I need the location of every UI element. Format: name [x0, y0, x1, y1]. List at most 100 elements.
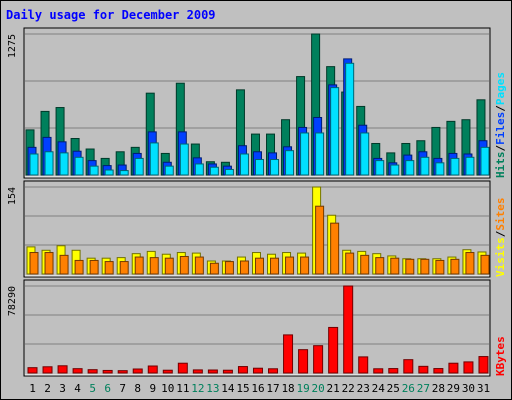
bar-kbytes-day-24 — [373, 368, 384, 374]
bar-kbytes-day-2 — [42, 366, 53, 374]
bar-sites-day-29 — [450, 258, 460, 275]
legend-slash: / — [494, 105, 507, 112]
x-label-day-7: 7 — [119, 382, 126, 395]
bar-pages-day-4 — [74, 156, 84, 176]
x-label-day-20: 20 — [312, 382, 325, 395]
bar-sites-day-24 — [375, 257, 385, 275]
bar-pages-day-30 — [465, 156, 475, 176]
x-label-day-3: 3 — [59, 382, 66, 395]
legend-slash: / — [494, 145, 507, 152]
bar-sites-day-22 — [345, 252, 355, 275]
bar-sites-day-9 — [149, 257, 159, 275]
bottom-panel-box — [23, 279, 491, 377]
bar-kbytes-day-30 — [463, 361, 474, 374]
bar-sites-day-15 — [239, 260, 249, 275]
bar-sites-day-17 — [270, 257, 280, 275]
bar-kbytes-day-5 — [87, 369, 98, 374]
bar-kbytes-day-29 — [448, 362, 459, 374]
bar-sites-day-11 — [179, 255, 189, 275]
bar-sites-day-16 — [254, 257, 264, 275]
bar-kbytes-day-9 — [147, 365, 158, 374]
x-label-day-9: 9 — [149, 382, 156, 395]
bar-kbytes-day-16 — [252, 367, 263, 374]
bar-sites-day-26 — [405, 258, 415, 275]
x-label-day-6: 6 — [104, 382, 111, 395]
x-label-day-18: 18 — [281, 382, 294, 395]
bar-kbytes-day-11 — [177, 362, 188, 374]
top-legend: Hits/Files/Pages — [494, 72, 507, 178]
middle-max-label: 154 — [7, 187, 18, 205]
bottom-max-label: 78290 — [7, 286, 18, 316]
x-label-day-1: 1 — [29, 382, 36, 395]
bar-pages-day-17 — [270, 159, 280, 176]
bar-kbytes-day-10 — [162, 369, 173, 374]
x-label-day-31: 31 — [477, 382, 490, 395]
x-label-day-23: 23 — [357, 382, 370, 395]
bar-kbytes-day-21 — [328, 326, 339, 374]
bar-sites-day-19 — [300, 256, 310, 275]
x-label-day-12: 12 — [191, 382, 204, 395]
x-label-day-27: 27 — [417, 382, 430, 395]
bar-sites-day-28 — [435, 259, 445, 275]
x-label-day-13: 13 — [206, 382, 219, 395]
x-label-day-14: 14 — [221, 382, 235, 395]
bar-pages-day-11 — [179, 143, 189, 176]
bar-kbytes-day-3 — [57, 365, 68, 374]
bottom-legend: KBytes — [494, 336, 507, 376]
bar-pages-day-13 — [209, 166, 219, 176]
bar-kbytes-day-18 — [283, 334, 294, 374]
bar-pages-day-26 — [405, 160, 415, 176]
bar-kbytes-day-12 — [192, 369, 203, 374]
bar-pages-day-5 — [89, 165, 99, 176]
bar-sites-day-7 — [119, 261, 129, 275]
bar-sites-day-10 — [164, 257, 174, 275]
bar-pages-day-10 — [164, 165, 174, 176]
x-label-day-25: 25 — [387, 382, 400, 395]
bar-sites-day-18 — [285, 256, 295, 275]
bar-kbytes-day-20 — [313, 345, 324, 374]
legend-sites: Sites — [494, 198, 507, 231]
x-label-day-26: 26 — [402, 382, 415, 395]
bar-pages-day-31 — [480, 146, 490, 176]
x-label-day-21: 21 — [327, 382, 340, 395]
bar-pages-day-8 — [134, 157, 144, 176]
bar-kbytes-day-14 — [222, 369, 233, 374]
legend-slash: / — [494, 230, 507, 237]
bar-sites-day-27 — [420, 258, 430, 275]
bar-sites-day-14 — [224, 261, 234, 275]
bar-kbytes-day-31 — [478, 356, 489, 374]
middle-panel: 154 Visits/Sites — [7, 180, 507, 278]
bar-pages-day-29 — [450, 157, 460, 176]
bar-kbytes-day-4 — [72, 368, 83, 374]
bar-sites-day-1 — [29, 252, 39, 275]
bar-sites-day-5 — [89, 259, 99, 275]
bar-kbytes-day-26 — [403, 359, 414, 374]
x-label-day-24: 24 — [372, 382, 386, 395]
legend-pages: Pages — [494, 72, 507, 105]
bar-pages-day-24 — [375, 160, 385, 176]
x-label-day-19: 19 — [296, 382, 309, 395]
x-label-day-4: 4 — [74, 382, 81, 395]
chart-title: Daily usage for December 2009 — [6, 8, 216, 22]
bottom-panel: 78290 KBytes — [7, 279, 507, 377]
bar-kbytes-day-28 — [433, 368, 444, 374]
bar-pages-day-2 — [44, 151, 54, 176]
bar-pages-day-27 — [420, 156, 430, 176]
legend-files: Files — [494, 112, 507, 145]
x-label-day-2: 2 — [44, 382, 51, 395]
bar-sites-day-8 — [134, 256, 144, 275]
bar-pages-day-9 — [149, 142, 159, 176]
x-label-day-17: 17 — [266, 382, 279, 395]
bar-pages-day-28 — [435, 162, 445, 176]
bar-kbytes-day-25 — [388, 368, 399, 374]
x-label-day-15: 15 — [236, 382, 249, 395]
bar-kbytes-day-22 — [343, 285, 354, 374]
legend-hits: Hits — [494, 152, 507, 179]
x-label-day-22: 22 — [342, 382, 355, 395]
x-label-day-16: 16 — [251, 382, 264, 395]
bar-pages-day-18 — [285, 150, 295, 176]
bar-sites-day-23 — [360, 254, 370, 275]
x-label-day-28: 28 — [432, 382, 445, 395]
